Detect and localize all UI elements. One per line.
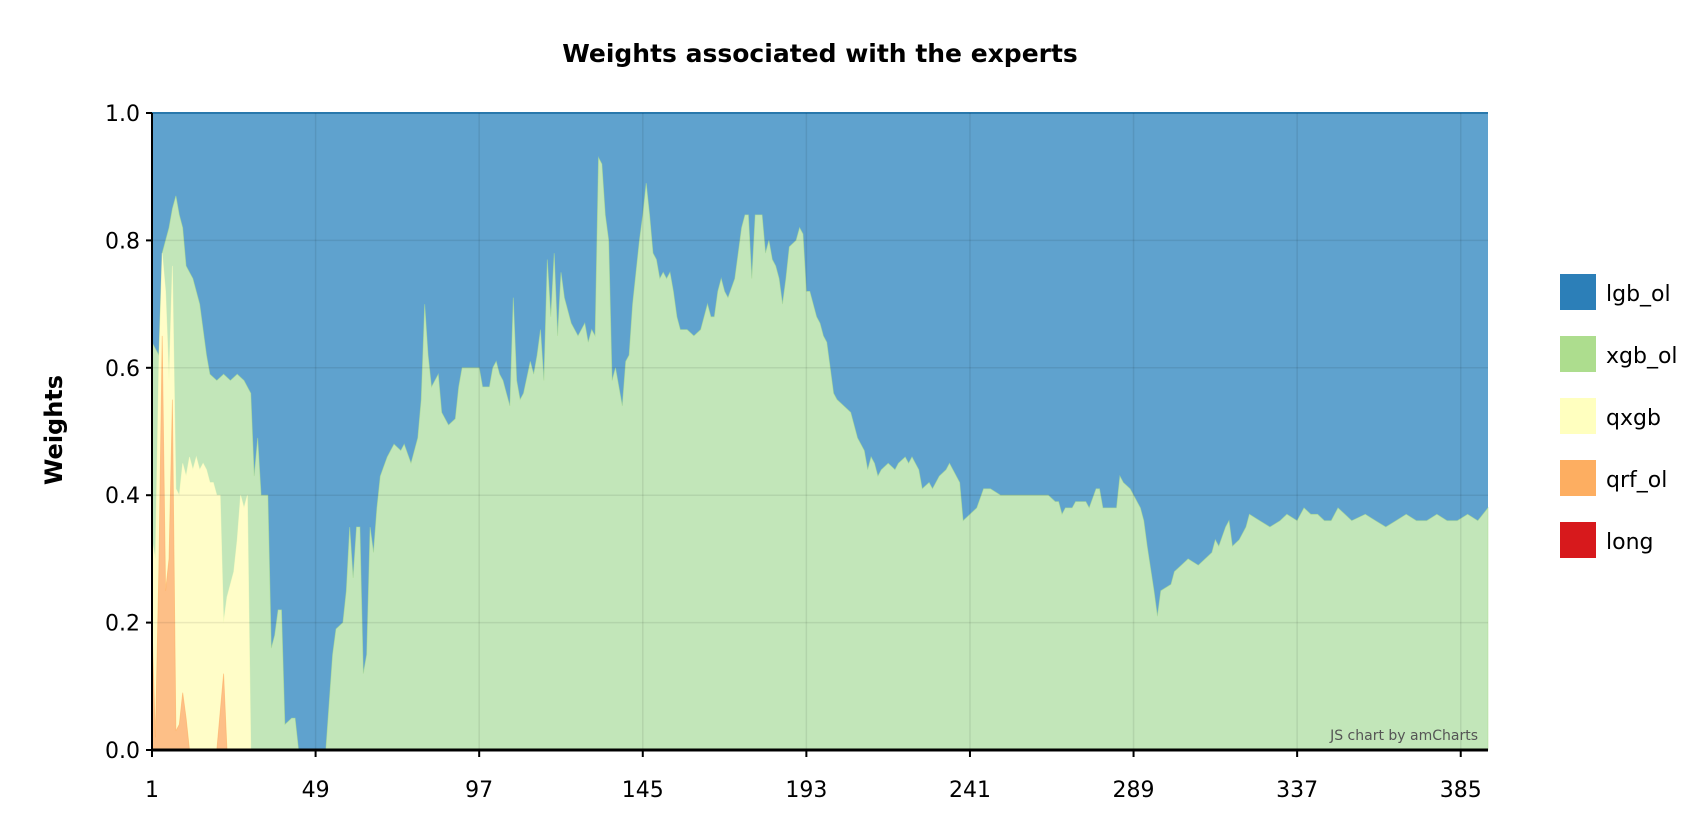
legend-label-lgb_ol: lgb_ol xyxy=(1606,282,1671,307)
x-tick-label: 1 xyxy=(145,778,159,803)
gridlines xyxy=(152,112,1488,750)
legend-swatch-long xyxy=(1560,522,1596,558)
y-tick-label: 0.2 xyxy=(105,612,140,637)
legend-label-long: long xyxy=(1606,530,1653,555)
x-tick-label: 337 xyxy=(1276,778,1318,803)
area-series-qxgb xyxy=(151,253,252,751)
legend-label-xgb_ol: xgb_ol xyxy=(1606,344,1678,369)
x-axis-ticks: 1 49 97 145 193 241 289 337 385 xyxy=(145,750,1482,803)
legend-label-qrf_ol: qrf_ol xyxy=(1606,468,1667,493)
y-axis-label: Weights xyxy=(40,375,68,485)
y-tick-label: 0.6 xyxy=(105,357,140,382)
y-tick-label: 0.8 xyxy=(105,229,140,254)
x-tick-label: 385 xyxy=(1440,778,1482,803)
area-series-group xyxy=(151,112,1489,751)
x-tick-label: 289 xyxy=(1113,778,1155,803)
legend-swatch-qxgb xyxy=(1560,398,1596,434)
y-tick-label: 0.4 xyxy=(105,484,140,509)
x-tick-label: 241 xyxy=(949,778,991,803)
y-tick-label: 0.0 xyxy=(105,739,140,764)
legend-label-qxgb: qxgb xyxy=(1606,406,1661,431)
chart-title: Weights associated with the experts xyxy=(562,39,1078,68)
x-tick-label: 193 xyxy=(785,778,827,803)
x-tick-label: 49 xyxy=(302,778,330,803)
legend-swatch-xgb_ol xyxy=(1560,336,1596,372)
x-tick-label: 145 xyxy=(622,778,664,803)
axes xyxy=(151,113,1488,752)
plot-area xyxy=(151,112,1489,752)
area-series-xgb_ol xyxy=(151,156,1489,751)
legend-swatch-lgb_ol xyxy=(1560,274,1596,310)
chart-credit[interactable]: JS chart by amCharts xyxy=(1329,728,1478,744)
y-tick-label: 1.0 xyxy=(105,102,140,127)
y-axis-ticks: 0.0 0.2 0.4 0.6 0.8 1.0 xyxy=(105,102,152,764)
area-series-qrf_ol xyxy=(151,335,228,751)
legend-swatch-qrf_ol xyxy=(1560,460,1596,496)
x-tick-label: 97 xyxy=(465,778,493,803)
